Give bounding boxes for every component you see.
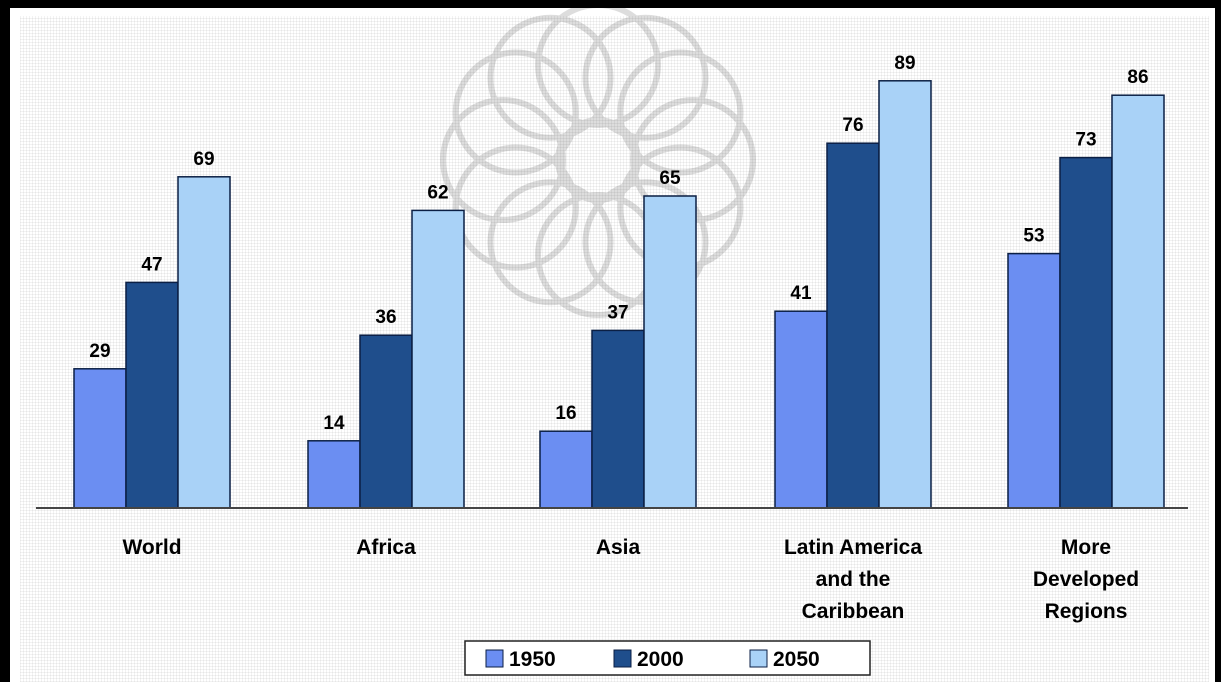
bars-group — [73, 80, 1165, 509]
bar-2000-4 — [1059, 156, 1113, 509]
watermark-logo — [440, 2, 756, 318]
legend-label-2000: 2000 — [637, 648, 684, 671]
legend-swatch-2000 — [613, 649, 632, 668]
category-label-3-line-0: Latin America — [784, 536, 922, 559]
category-labels-group: World Africa Asia Latin America and the Carib… — [122, 536, 1139, 623]
category-label-3-line-2: Caribbean — [802, 600, 905, 623]
value-labels-group: 29 47 69 14 36 62 16 37 65 41 76 89 53 73 86 — [89, 53, 1148, 434]
value-label-1950-0: 29 — [89, 341, 110, 362]
bar-2000-0 — [125, 281, 179, 509]
legend-label-2050: 2050 — [773, 648, 820, 671]
value-label-2050-2: 65 — [659, 168, 681, 189]
value-label-1950-2: 16 — [555, 403, 576, 424]
bar-1950-4 — [1007, 252, 1061, 509]
category-label-1-line-0: Africa — [356, 536, 416, 559]
value-label-2000-4: 73 — [1075, 130, 1096, 151]
value-label-2000-0: 47 — [141, 254, 162, 275]
value-label-2050-3: 89 — [894, 53, 915, 74]
category-label-3-line-1: and the — [816, 568, 891, 591]
legend-label-1950: 1950 — [509, 648, 556, 671]
category-label-0-line-0: World — [122, 536, 181, 559]
value-label-2050-4: 86 — [1127, 67, 1148, 88]
value-label-2000-2: 37 — [607, 302, 628, 323]
value-label-1950-3: 41 — [790, 283, 812, 304]
value-label-2050-1: 62 — [427, 182, 448, 203]
bar-2050-3 — [878, 80, 932, 509]
category-label-4-line-2: Regions — [1045, 600, 1128, 623]
bar-2050-0 — [177, 176, 231, 509]
value-label-1950-1: 14 — [323, 413, 345, 434]
bar-1950-1 — [307, 440, 361, 509]
bar-1950-0 — [73, 368, 127, 509]
value-label-1950-4: 53 — [1023, 226, 1044, 247]
category-label-2-line-0: Asia — [596, 536, 641, 559]
bar-1950-3 — [774, 310, 828, 509]
category-label-4-line-1: Developed — [1033, 568, 1139, 591]
value-label-2000-1: 36 — [375, 307, 396, 328]
legend: 1950 2000 2050 — [464, 640, 871, 676]
bar-2050-1 — [411, 209, 465, 509]
legend-swatch-2050 — [749, 649, 768, 668]
bar-2050-4 — [1111, 94, 1165, 509]
value-label-2000-3: 76 — [842, 115, 863, 136]
bar-2000-2 — [591, 329, 645, 509]
value-label-2050-0: 69 — [193, 149, 214, 170]
bar-2000-1 — [359, 334, 413, 509]
bar-1950-2 — [539, 430, 593, 509]
category-label-4-line-0: More — [1061, 536, 1111, 559]
bar-2050-2 — [643, 195, 697, 509]
legend-box — [464, 640, 871, 676]
bar-2000-3 — [826, 142, 880, 509]
legend-swatch-1950 — [485, 649, 504, 668]
